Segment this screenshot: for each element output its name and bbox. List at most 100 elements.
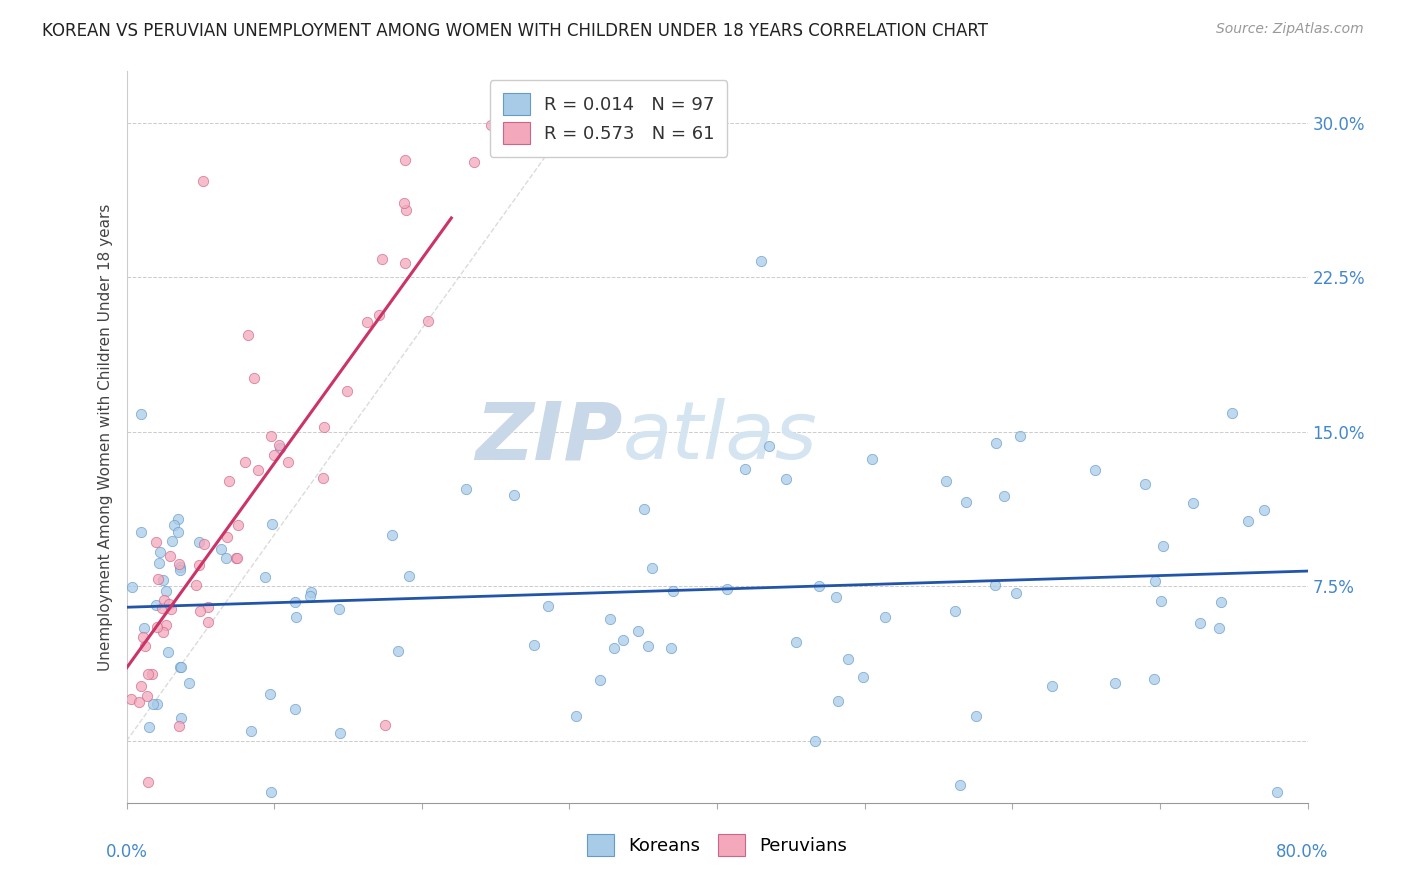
Point: [984, 578, 1007, 592]
Point: [627, 624, 650, 639]
Point: [456, 483, 478, 497]
Point: [659, 640, 682, 655]
Point: [537, 599, 560, 614]
Point: [463, 154, 485, 169]
Point: [159, 601, 181, 615]
Point: [157, 597, 180, 611]
Point: [734, 462, 756, 476]
Point: [129, 525, 152, 540]
Point: [150, 600, 173, 615]
Point: [394, 256, 416, 270]
Point: [1104, 676, 1126, 690]
Point: [169, 660, 191, 674]
Point: [374, 717, 396, 731]
Point: [284, 702, 307, 716]
Text: Source: ZipAtlas.com: Source: ZipAtlas.com: [1216, 22, 1364, 37]
Point: [149, 544, 172, 558]
Point: [943, 604, 966, 618]
Point: [228, 518, 250, 533]
Point: [156, 645, 179, 659]
Point: [546, 105, 568, 120]
Point: [188, 558, 211, 572]
Point: [233, 455, 256, 469]
Point: [167, 512, 190, 526]
Point: [163, 518, 186, 533]
Point: [602, 641, 624, 656]
Point: [1133, 476, 1156, 491]
Point: [825, 590, 848, 604]
Point: [1265, 785, 1288, 799]
Text: KOREAN VS PERUVIAN UNEMPLOYMENT AMONG WOMEN WITH CHILDREN UNDER 18 YEARS CORRELA: KOREAN VS PERUVIAN UNEMPLOYMENT AMONG WO…: [42, 22, 988, 40]
Y-axis label: Unemployment Among Women with Children Under 18 years: Unemployment Among Women with Children U…: [98, 203, 114, 671]
Point: [381, 527, 404, 541]
Point: [136, 775, 159, 789]
Point: [392, 196, 415, 211]
Point: [138, 720, 160, 734]
Point: [1143, 574, 1166, 589]
Point: [209, 541, 232, 556]
Point: [1152, 539, 1174, 553]
Point: [193, 537, 215, 551]
Point: [128, 695, 150, 709]
Point: [170, 711, 193, 725]
Point: [716, 582, 738, 597]
Point: [488, 105, 510, 120]
Point: [1150, 594, 1173, 608]
Point: [138, 667, 160, 681]
Point: [155, 583, 177, 598]
Point: [394, 153, 416, 168]
Point: [169, 560, 191, 574]
Point: [986, 436, 1008, 450]
Point: [260, 516, 283, 531]
Point: [534, 105, 557, 120]
Point: [121, 581, 143, 595]
Point: [312, 471, 335, 485]
Point: [314, 420, 336, 434]
Point: [239, 724, 262, 739]
Point: [167, 557, 190, 571]
Point: [398, 569, 420, 583]
Point: [633, 502, 655, 516]
Point: [120, 692, 142, 706]
Point: [775, 472, 797, 486]
Point: [269, 438, 291, 452]
Point: [146, 572, 169, 586]
Point: [860, 451, 883, 466]
Point: [188, 535, 211, 549]
Point: [152, 573, 174, 587]
Point: [197, 615, 219, 629]
Text: 80.0%: 80.0%: [1277, 843, 1329, 861]
Point: [554, 105, 576, 120]
Point: [169, 563, 191, 577]
Point: [197, 600, 219, 615]
Point: [298, 589, 321, 603]
Point: [965, 709, 987, 723]
Point: [1208, 621, 1230, 635]
Point: [873, 609, 896, 624]
Point: [589, 673, 612, 687]
Point: [564, 709, 586, 723]
Point: [479, 118, 502, 132]
Point: [132, 631, 155, 645]
Point: [284, 609, 307, 624]
Point: [852, 670, 875, 684]
Point: [242, 371, 264, 385]
Point: [141, 666, 163, 681]
Point: [134, 639, 156, 653]
Point: [662, 584, 685, 599]
Point: [496, 105, 519, 120]
Point: [416, 314, 439, 328]
Point: [129, 679, 152, 693]
Point: [259, 687, 281, 701]
Point: [1008, 429, 1031, 443]
Point: [188, 604, 211, 618]
Point: [134, 621, 156, 635]
Point: [269, 441, 291, 455]
Point: [837, 652, 859, 666]
Point: [193, 173, 215, 187]
Point: [179, 676, 201, 690]
Point: [1040, 679, 1063, 693]
Point: [146, 620, 169, 634]
Point: [1005, 586, 1028, 600]
Point: [254, 570, 277, 584]
